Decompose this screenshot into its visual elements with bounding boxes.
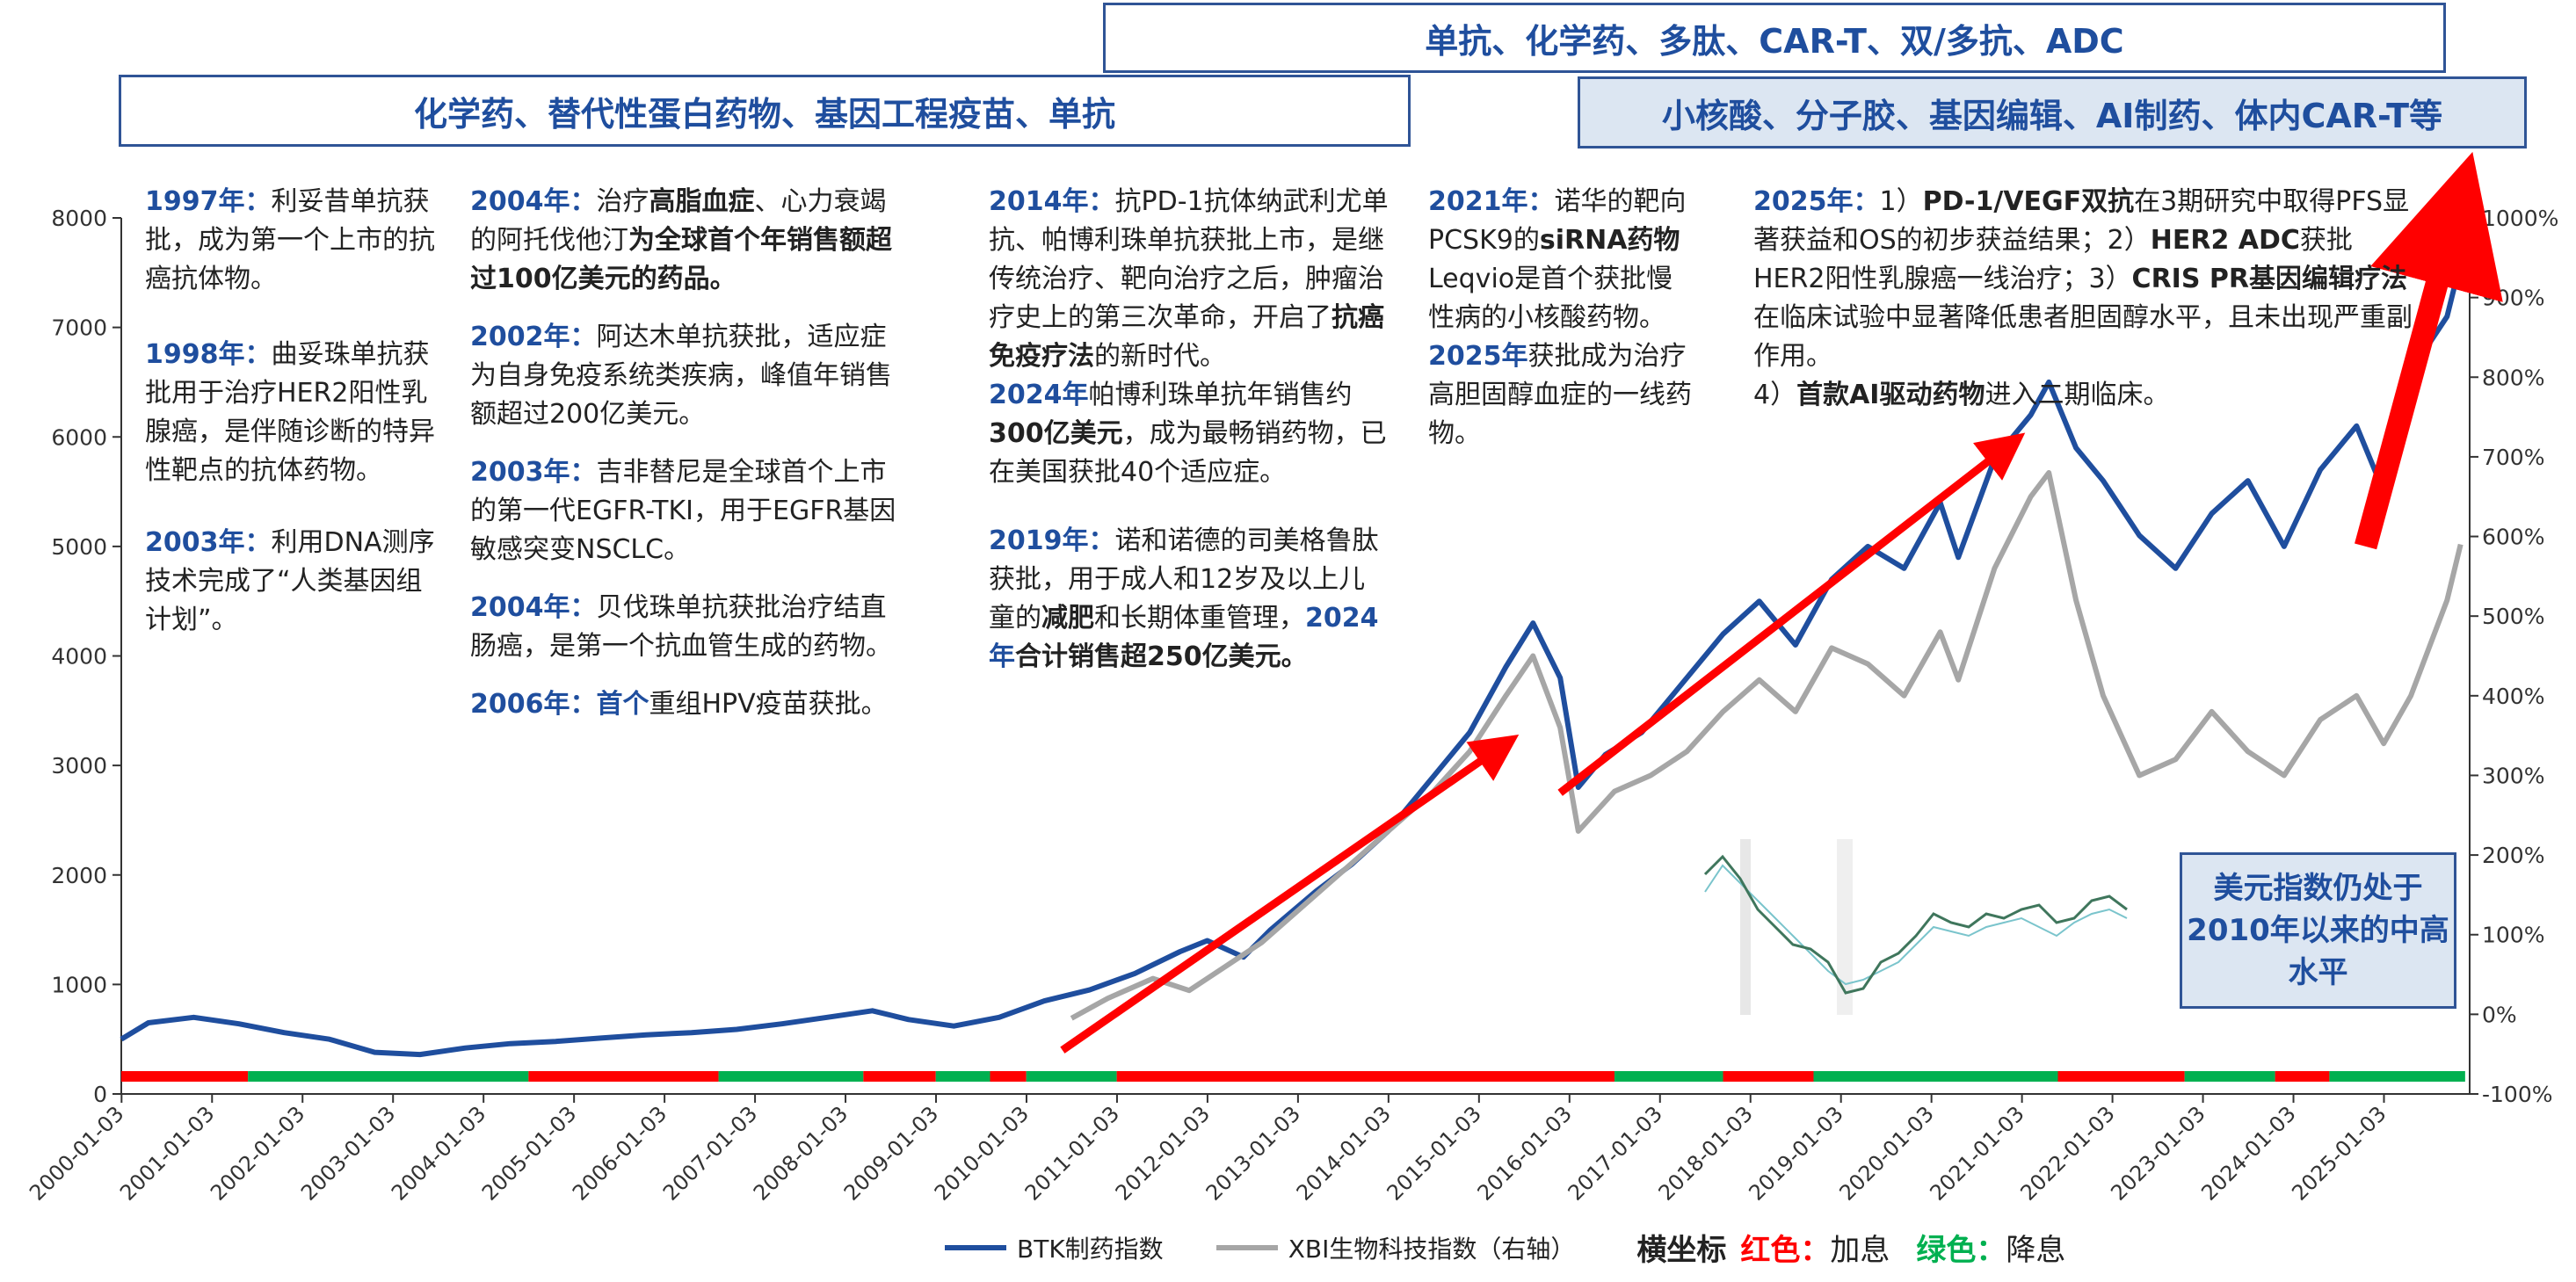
x-tick-label: 2012-01-03	[1111, 1101, 1215, 1205]
annotation-column-1: 1997年：利妥昔单抗获批，成为第一个上市的抗癌抗体物。 1998年：曲妥珠单抗…	[145, 186, 435, 635]
x-tick-label: 2018-01-03	[1654, 1101, 1758, 1205]
legend-green-text: 降息	[2006, 1233, 2066, 1268]
legend: BTK制药指数 XBI生物科技指数（右轴） 横坐标 红色： 加息 绿色： 降息	[945, 1226, 2065, 1269]
y-left-tick-label: 3000	[51, 753, 107, 779]
legend-label-xbi: XBI生物科技指数（右轴）	[1288, 1234, 1576, 1264]
annotation-column-2: 2004年：治疗高脂血症、心力衰竭的阿托伐他汀为全球首个年销售额超过100亿美元…	[470, 186, 896, 720]
y-right-tick-label: 200%	[2482, 843, 2544, 868]
legend-swatch-btk	[945, 1244, 1006, 1250]
x-tick-label: 2025-01-03	[2287, 1101, 2391, 1205]
usd-index-note: 美元指数仍处于2010年以来的中高水平	[2180, 852, 2456, 1009]
y-right-tick-label: 700%	[2482, 445, 2544, 470]
legend-red-label: 红色：	[1740, 1233, 1831, 1268]
x-tick-label: 2003-01-03	[296, 1101, 400, 1205]
x-tick-label: 2008-01-03	[749, 1101, 853, 1205]
x-tick-label: 2006-01-03	[568, 1101, 671, 1205]
x-tick-label: 2009-01-03	[839, 1101, 943, 1205]
trend-arrow	[1557, 432, 2026, 796]
x-tick-label: 2022-01-03	[2015, 1101, 2119, 1205]
y-right-tick-label: 500%	[2482, 604, 2544, 629]
y-right-tick-label: 0%	[2482, 1002, 2517, 1027]
y-right-tick-label: 100%	[2482, 923, 2544, 948]
y-left-tick-label: 4000	[51, 644, 107, 670]
y-left-tick-label: 0	[93, 1082, 107, 1107]
legend-label-btk: BTK制药指数	[1017, 1234, 1164, 1264]
trend-arrow	[2355, 151, 2503, 550]
x-tick-label: 2016-01-03	[1473, 1101, 1577, 1205]
x-tick-label: 2013-01-03	[1201, 1101, 1305, 1205]
top-box-modalities-2010s: 单抗、化学药、多肽、CAR-T、双/多抗、ADC	[1103, 3, 2446, 73]
top-box-modalities-future: 小核酸、分子胶、基因编辑、AI制药、体内CAR-T等	[1578, 76, 2527, 148]
annotation-column-3: 2014年：抗PD-1抗体纳武利尤单抗、帕博利珠单抗获批上市，是继传统治疗、靶向…	[989, 186, 1389, 672]
x-tick-label: 2002-01-03	[206, 1101, 309, 1205]
y-left-tick-label: 2000	[51, 863, 107, 888]
y-right-tick-label: 300%	[2482, 763, 2544, 788]
usd-index-inset-chart	[1687, 839, 2149, 1037]
x-tick-label: 2004-01-03	[387, 1101, 490, 1205]
y-left-tick-label: 6000	[51, 424, 107, 450]
y-right-tick-label: 800%	[2482, 365, 2544, 390]
x-tick-label: 2023-01-03	[2106, 1101, 2210, 1205]
trend-arrow	[1060, 734, 1520, 1054]
x-tick-label: 2017-01-03	[1564, 1101, 1667, 1205]
x-tick-label: 2014-01-03	[1292, 1101, 1396, 1205]
y-right-tick-label: 600%	[2482, 525, 2544, 550]
y-right-tick-label: -100%	[2482, 1082, 2553, 1107]
x-tick-label: 2020-01-03	[1834, 1101, 1938, 1205]
y-right-tick-label: 1000%	[2482, 206, 2558, 231]
y-left-tick-label: 5000	[51, 534, 107, 560]
x-tick-label: 2010-01-03	[930, 1101, 1034, 1205]
top-box-modalities-2000s: 化学药、替代性蛋白药物、基因工程疫苗、单抗	[119, 75, 1411, 147]
x-tick-label: 2007-01-03	[658, 1101, 762, 1205]
x-tick-label: 2011-01-03	[1020, 1101, 1124, 1205]
x-tick-label: 2005-01-03	[477, 1101, 581, 1205]
annotation-column-5: 2025年：1）PD-1/VEGF双抗在3期研究中取得PFS显著获益和OS的初步…	[1753, 186, 2413, 410]
annotation-column-4: 2021年：诺华的靶向PCSK9的siRNA药物Leqvio是首个获批慢性病的小…	[1428, 186, 1692, 449]
legend-axis-title: 横坐标	[1636, 1233, 1727, 1268]
series-line-xbi	[1070, 470, 2464, 1021]
series-line-btk	[120, 261, 2464, 1058]
legend-swatch-xbi	[1215, 1244, 1278, 1250]
y-left-tick-label: 7000	[51, 315, 107, 341]
legend-red-text: 加息	[1830, 1233, 1890, 1268]
y-right-tick-label: 400%	[2482, 684, 2544, 709]
x-tick-label: 2024-01-03	[2196, 1101, 2300, 1205]
x-tick-label: 2015-01-03	[1382, 1101, 1486, 1205]
x-tick-label: 2021-01-03	[1925, 1101, 2028, 1205]
legend-green-label: 绿色：	[1916, 1233, 2006, 1268]
y-left-tick-label: 8000	[51, 206, 107, 231]
x-tick-label: 2001-01-03	[115, 1101, 219, 1205]
x-tick-label: 2000-01-03	[25, 1101, 128, 1205]
y-left-tick-label: 1000	[51, 972, 107, 997]
x-tick-label: 2019-01-03	[1744, 1101, 1847, 1205]
y-right-tick-label: 900%	[2482, 286, 2544, 311]
